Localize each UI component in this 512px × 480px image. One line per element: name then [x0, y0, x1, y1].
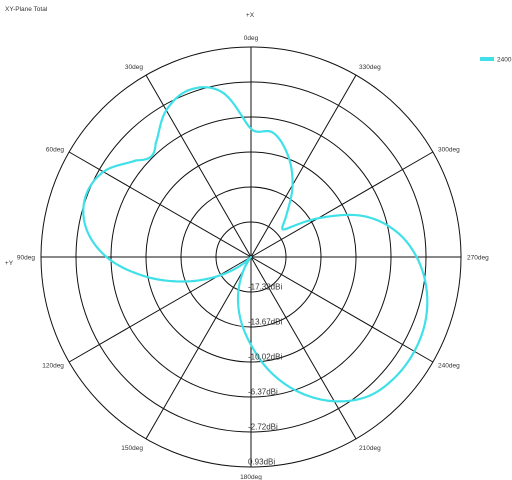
radial-tick-label: -2.72dBi [248, 423, 278, 432]
legend: 2400 [480, 57, 512, 64]
angle-tick-label: 240deg [438, 363, 460, 370]
angle-tick-label: 150deg [121, 445, 143, 452]
grid-spoke [68, 256, 252, 363]
angle-tick-label: 120deg [42, 363, 64, 370]
axis-label-left: +Y [5, 260, 14, 267]
tick-labels: 0deg 30deg 60deg 90deg 120deg 150deg 180deg 210… [17, 35, 489, 480]
angle-tick-label: 90deg [17, 255, 35, 262]
angle-tick-label: 60deg [46, 147, 64, 154]
grid-spoke [145, 74, 252, 258]
grid-spoke [250, 256, 357, 440]
grid-spoke [250, 74, 357, 258]
radial-tick-label: -6.37dBi [248, 388, 278, 397]
angle-tick-label: 30deg [125, 64, 143, 71]
angle-tick-label: 270deg [467, 255, 489, 262]
radial-tick-label: -13.67dBi [248, 318, 282, 327]
angle-tick-label: 210deg [359, 445, 381, 452]
radial-tick-label: -10.02dBi [248, 353, 282, 362]
series-line-2400 [82, 86, 429, 403]
polar-grid [40, 46, 462, 468]
grid-spoke [250, 256, 434, 363]
radial-tick-label: -17.32dBi [248, 283, 282, 292]
grid-spoke [68, 151, 252, 258]
legend-label: 2400 [497, 57, 512, 64]
angle-tick-label: 0deg [244, 35, 259, 42]
grid-spoke [145, 256, 252, 440]
angle-tick-label: 180deg [240, 474, 262, 480]
radial-tick-label: 0.93dBi [248, 458, 275, 467]
series-layer [82, 86, 429, 403]
chart-title: XY-Plane Total [5, 6, 48, 13]
angle-tick-label: 300deg [438, 147, 460, 154]
grid-spoke [250, 151, 434, 258]
axis-label-top: +X [246, 12, 255, 19]
angle-tick-label: 330deg [359, 64, 381, 71]
